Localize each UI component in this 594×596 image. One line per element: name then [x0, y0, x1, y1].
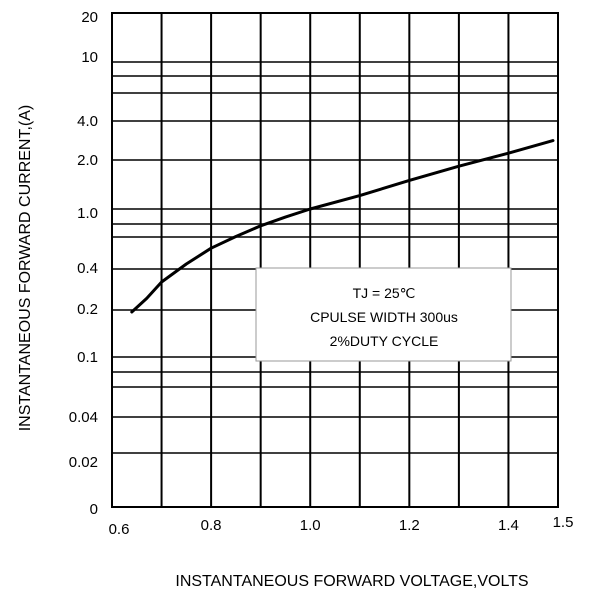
- y-tick-labels: 20 10 4.0 2.0 1.0 0.4 0.2 0.1 0.04 0.02 0: [69, 9, 98, 518]
- x-tick-labels: 0.6 0.8 1.0 1.2 1.4 1.5: [109, 514, 574, 538]
- x-tick-label: 0.8: [201, 517, 222, 534]
- y-tick-label: 1.0: [77, 205, 98, 222]
- y-tick-label: 0.2: [77, 301, 98, 318]
- x-tick-label: 1.2: [399, 517, 420, 534]
- y-tick-label: 20: [81, 9, 98, 26]
- y-tick-label: 2.0: [77, 152, 98, 169]
- x-tick-label: 1.5: [553, 514, 574, 531]
- x-axis-title: INSTANTANEOUS FORWARD VOLTAGE,VOLTS: [175, 573, 528, 590]
- plot-frame: [111, 12, 559, 508]
- y-tick-label: 10: [81, 49, 98, 66]
- annotation-line-1: TJ = 25℃: [353, 285, 416, 301]
- y-axis-title: INSTANTANEOUS FORWARD CURRENT,(A): [17, 105, 34, 432]
- x-tick-label: 1.0: [300, 517, 321, 534]
- y-tick-label: 0.02: [69, 454, 98, 471]
- vertical-gridlines: [160, 13, 510, 507]
- y-tick-label: 4.0: [77, 113, 98, 130]
- annotation-line-3: 2%DUTY CYCLE: [330, 333, 439, 349]
- y-tick-label: 0.04: [69, 409, 98, 426]
- annotation-line-2: CPULSE WIDTH 300us: [310, 309, 458, 325]
- y-tick-label: 0: [90, 501, 98, 518]
- y-tick-label: 0.1: [77, 349, 98, 366]
- horizontal-gridlines: [112, 61, 558, 454]
- forward-current-curve: [130, 139, 555, 314]
- x-tick-label: 1.4: [498, 517, 519, 534]
- x-tick-label: 0.6: [109, 521, 130, 538]
- annotation-box: [255, 267, 512, 362]
- y-tick-label: 0.4: [77, 260, 98, 277]
